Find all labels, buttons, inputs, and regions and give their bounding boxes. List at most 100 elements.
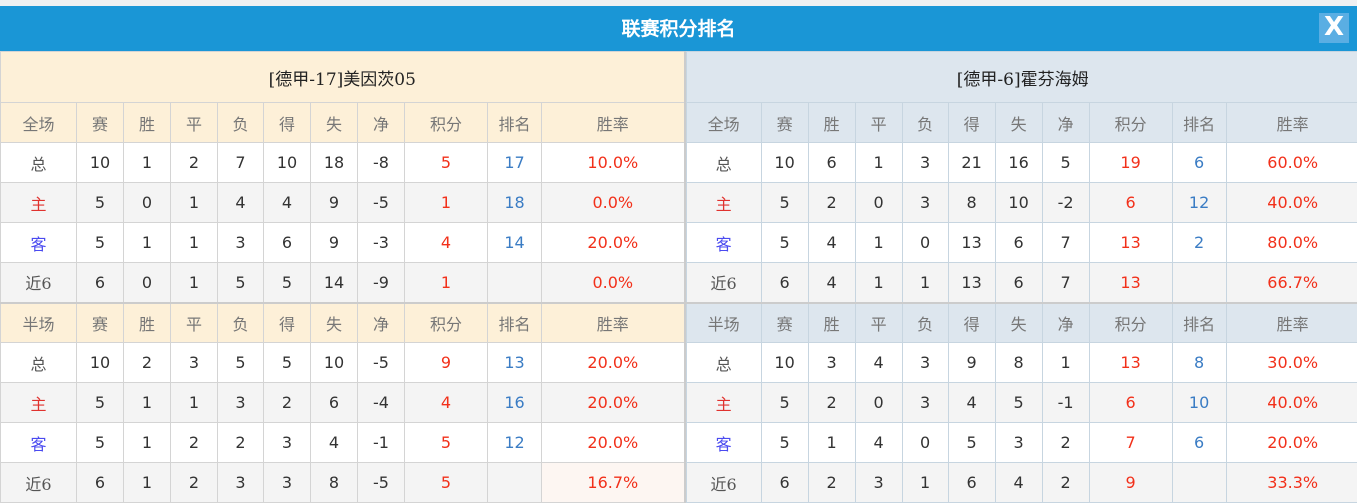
stat-cell: 40.0%: [1225, 182, 1357, 223]
row-label: 主: [0, 382, 77, 423]
row-label: 主: [0, 182, 77, 223]
stat-cell: 18: [310, 142, 358, 183]
stat-cell: -5: [357, 342, 405, 383]
stat-cell: 5: [1041, 142, 1090, 183]
column-header: 赛: [76, 102, 124, 143]
stat-cell: 7: [1088, 422, 1173, 463]
stat-cell: 9: [310, 182, 358, 223]
stat-cell: 4: [994, 462, 1043, 503]
stat-cell: 0.0%: [540, 262, 686, 303]
row-label: 近6: [0, 262, 77, 303]
stat-cell: 10: [994, 182, 1043, 223]
column-header: 失: [994, 102, 1043, 143]
stat-cell: -4: [357, 382, 405, 423]
stat-cell: [1171, 462, 1227, 503]
stat-cell: 7: [217, 142, 264, 183]
stat-cell: 5: [760, 422, 809, 463]
column-header: 积分: [1088, 102, 1173, 143]
stat-cell: [1171, 262, 1227, 303]
stat-cell: 5: [760, 222, 809, 263]
close-button[interactable]: X: [1319, 13, 1349, 43]
half-header-row: 半场赛胜平负得失净积分 排名 胜率: [0, 301, 686, 343]
row-label: 客: [685, 422, 762, 463]
stat-cell: 10: [263, 142, 311, 183]
stat-cell: 1: [123, 222, 171, 263]
stat-cell: 5: [76, 422, 124, 463]
stat-cell: 14: [487, 222, 542, 263]
stat-cell: 2: [1041, 422, 1090, 463]
column-header: 净: [1041, 301, 1090, 343]
column-header: 平: [170, 102, 218, 143]
team-title-row: [德甲-17]美因茨05: [0, 51, 686, 103]
column-header: 排名: [1171, 301, 1227, 343]
stat-cell: 5: [76, 382, 124, 423]
stat-cell: 4: [947, 382, 996, 423]
stat-cell: 1: [807, 422, 856, 463]
column-header: 负: [217, 301, 264, 343]
stat-cell: 5: [263, 342, 311, 383]
half-header-row: 半场赛胜平负得失净积分 排名 胜率: [685, 301, 1357, 343]
stat-cell: 30.0%: [1225, 342, 1357, 383]
dialog-title-bar: 联赛积分排名 X: [0, 6, 1357, 51]
stat-cell: 0: [123, 262, 171, 303]
stat-cell: 0: [123, 182, 171, 223]
column-header: 得: [947, 102, 996, 143]
row-label: 总: [0, 142, 77, 183]
stat-cell: 10: [76, 142, 124, 183]
stat-cell: 13: [947, 222, 996, 263]
column-header: 赛: [760, 102, 809, 143]
column-header: 半场: [0, 301, 77, 343]
stat-cell: 5: [947, 422, 996, 463]
column-header: 失: [310, 301, 358, 343]
column-header: 得: [263, 301, 311, 343]
standings-dialog: 联赛积分排名 X [德甲-17]美因茨05 全场赛胜平负得失净积分 排名 胜率总 10 1…: [0, 6, 1357, 503]
stat-cell: 40.0%: [1225, 382, 1357, 423]
stat-cell: 4: [854, 342, 903, 383]
stat-cell: 18: [487, 182, 542, 223]
column-header: 平: [854, 102, 903, 143]
stat-cell: 3: [807, 342, 856, 383]
stat-cell: 3: [263, 422, 311, 463]
stat-cell: 21: [947, 142, 996, 183]
table-row: 客 5 1 4 0 5 3 2 7 6 20.0%: [685, 422, 1357, 463]
column-header: 负: [901, 301, 949, 343]
stat-cell: 20.0%: [1225, 422, 1357, 463]
stat-cell: 2: [170, 422, 218, 463]
stat-cell: 6: [807, 142, 856, 183]
stat-cell: 1: [404, 262, 488, 303]
stat-cell: 2: [170, 462, 218, 503]
stat-cell: 60.0%: [1225, 142, 1357, 183]
column-header: 净: [1041, 102, 1090, 143]
stat-cell: 10: [310, 342, 358, 383]
stat-cell: 6: [263, 222, 311, 263]
stat-cell: 4: [807, 222, 856, 263]
stat-cell: 5: [994, 382, 1043, 423]
stat-cell: 4: [854, 422, 903, 463]
table-row: 近6 6 4 1 1 13 6 7 13 66.7%: [685, 262, 1357, 303]
stat-cell: 1: [404, 182, 488, 223]
stat-cell: 2: [170, 142, 218, 183]
stat-cell: 12: [1171, 182, 1227, 223]
table-row: 总 10 6 1 3 21 16 5 19 6 60.0%: [685, 142, 1357, 183]
stat-cell: [487, 462, 542, 503]
stat-cell: 4: [217, 182, 264, 223]
row-label: 客: [685, 222, 762, 263]
away-team-table: [德甲-6]霍芬海姆 全场赛胜平负得失净积分 排名 胜率总 10 6 1 3 21 16 5 19 6 6…: [685, 51, 1357, 503]
stat-cell: 4: [310, 422, 358, 463]
stat-cell: 1: [123, 462, 171, 503]
column-header: 胜: [123, 102, 171, 143]
stat-cell: 2: [123, 342, 171, 383]
stat-cell: 8: [1171, 342, 1227, 383]
stat-cell: 5: [404, 462, 488, 503]
stat-cell: 3: [217, 222, 264, 263]
stat-cell: -8: [357, 142, 405, 183]
table-row: 近6 6 0 1 5 5 14 -9 1 0.0%: [0, 262, 686, 303]
stat-cell: 13: [1088, 262, 1173, 303]
stat-cell: 1: [170, 222, 218, 263]
column-header: 赛: [76, 301, 124, 343]
stat-cell: 9: [404, 342, 488, 383]
stat-cell: 10: [1171, 382, 1227, 423]
row-label: 近6: [685, 262, 762, 303]
table-row: 客 5 1 1 3 6 9 -3 4 14 20.0%: [0, 222, 686, 263]
stat-cell: 10: [760, 342, 809, 383]
